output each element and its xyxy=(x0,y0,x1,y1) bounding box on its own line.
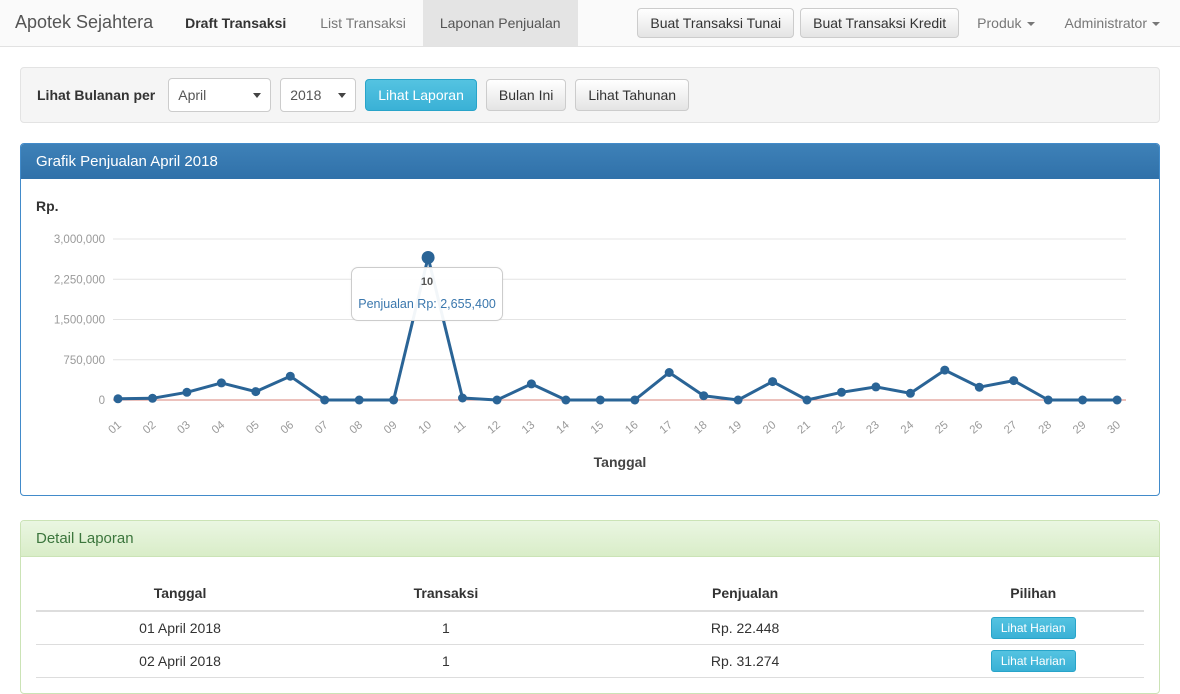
svg-text:20: 20 xyxy=(761,419,779,436)
col-header-pilihan: Pilihan xyxy=(922,576,1144,612)
cell-transaksi: 1 xyxy=(324,611,568,646)
svg-text:30: 30 xyxy=(1106,419,1124,436)
svg-text:16: 16 xyxy=(623,419,641,436)
administrator-dropdown[interactable]: Administrator xyxy=(1053,15,1172,31)
chart-panel-body: Rp. 0 750,000 1,500,000 2,250,000 3,000,000 0… xyxy=(21,179,1159,495)
x-axis-title: Tanggal xyxy=(593,454,647,470)
detail-report-panel: Detail Laporan Tanggal Transaksi Penjual… xyxy=(20,520,1160,694)
svg-text:19: 19 xyxy=(727,419,745,436)
svg-text:17: 17 xyxy=(658,419,676,436)
chart-canvas: 0 750,000 1,500,000 2,250,000 3,000,000 01 02 0… xyxy=(54,234,1126,437)
chevron-down-icon xyxy=(1152,22,1160,27)
svg-text:25: 25 xyxy=(933,419,951,436)
nav-item-draft-transaksi[interactable]: Draft Transaksi xyxy=(185,15,287,31)
detail-panel-body: Tanggal Transaksi Penjualan Pilihan 01 A… xyxy=(21,557,1159,693)
lihat-harian-button[interactable]: Lihat Harian xyxy=(990,617,1076,640)
cell-pilihan: Lihat Harian xyxy=(922,644,1144,679)
col-header-transaksi: Transaksi xyxy=(324,576,568,612)
svg-text:29: 29 xyxy=(1071,419,1089,436)
svg-text:07: 07 xyxy=(313,419,331,436)
svg-text:11: 11 xyxy=(452,419,469,436)
svg-text:04: 04 xyxy=(210,419,228,437)
cell-tanggal: 02 April 2018 xyxy=(36,644,325,679)
svg-text:18: 18 xyxy=(692,419,710,436)
cell-pilihan: Lihat Harian xyxy=(922,611,1144,646)
caret-down-icon xyxy=(253,92,262,98)
year-select[interactable]: 2018 xyxy=(280,78,357,112)
svg-text:1,500,000: 1,500,000 xyxy=(54,315,105,327)
filter-label: Lihat Bulanan per xyxy=(37,87,156,103)
svg-text:06: 06 xyxy=(279,419,297,436)
caret-down-icon xyxy=(338,92,347,98)
y-axis-unit-label: Rp. xyxy=(36,198,59,214)
detail-table: Tanggal Transaksi Penjualan Pilihan 01 A… xyxy=(36,576,1144,679)
buat-transaksi-kredit-button[interactable]: Buat Transaksi Kredit xyxy=(800,7,960,39)
col-header-tanggal: Tanggal xyxy=(36,576,325,612)
chart-panel-title: Grafik Penjualan April 2018 xyxy=(21,144,1159,179)
table-row: 01 April 2018 1 Rp. 22.448 Lihat Harian xyxy=(36,611,1144,646)
detail-panel-title: Detail Laporan xyxy=(21,521,1159,557)
svg-text:750,000: 750,000 xyxy=(63,355,105,367)
cell-penjualan: Rp. 31.274 xyxy=(567,644,923,679)
tooltip-title: 10 xyxy=(420,276,434,289)
svg-text:27: 27 xyxy=(1002,419,1020,436)
navbar: Apotek Sejahtera Draft Transaksi List Tr… xyxy=(0,0,1180,47)
svg-text:13: 13 xyxy=(520,419,538,436)
detail-table-body: 01 April 2018 1 Rp. 22.448 Lihat Harian 02 A… xyxy=(36,611,1144,679)
svg-text:08: 08 xyxy=(348,419,366,436)
sales-line-chart: 0 750,000 1,500,000 2,250,000 3,000,000 01 02 0… xyxy=(36,226,1144,439)
table-row: 02 April 2018 1 Rp. 31.274 Lihat Harian xyxy=(36,644,1144,679)
svg-text:24: 24 xyxy=(899,419,917,437)
svg-text:3,000,000: 3,000,000 xyxy=(54,234,105,246)
administrator-dropdown-label: Administrator xyxy=(1064,15,1147,31)
cell-tanggal: 01 April 2018 xyxy=(36,611,325,646)
svg-text:15: 15 xyxy=(589,419,607,436)
svg-text:23: 23 xyxy=(864,419,882,436)
month-select[interactable]: April xyxy=(168,78,272,112)
brand-link[interactable]: Apotek Sejahtera xyxy=(15,12,154,32)
lihat-laporan-button[interactable]: Lihat Laporan xyxy=(365,78,477,112)
svg-text:26: 26 xyxy=(968,419,986,436)
cell-transaksi: 1 xyxy=(324,644,568,679)
svg-text:28: 28 xyxy=(1037,419,1055,436)
svg-text:01: 01 xyxy=(106,419,124,436)
svg-text:02: 02 xyxy=(141,419,159,436)
svg-text:03: 03 xyxy=(175,419,193,436)
cell-penjualan: Rp. 22.448 xyxy=(567,611,923,646)
tooltip-value: Penjualan Rp: 2,655,400 xyxy=(358,297,496,312)
svg-text:0: 0 xyxy=(99,395,105,407)
sales-chart-panel: Grafik Penjualan April 2018 Rp. 0 750,000… xyxy=(20,143,1160,496)
buat-transaksi-tunai-button[interactable]: Buat Transaksi Tunai xyxy=(637,7,795,39)
year-select-value: 2018 xyxy=(290,87,322,103)
svg-text:12: 12 xyxy=(485,419,503,436)
col-header-penjualan: Penjualan xyxy=(567,576,923,612)
month-select-value: April xyxy=(178,87,207,103)
chevron-down-icon xyxy=(1026,22,1035,27)
filter-bar: Lihat Bulanan per April 2018 Lihat Lapor… xyxy=(20,67,1160,123)
svg-text:22: 22 xyxy=(830,419,848,436)
svg-text:05: 05 xyxy=(244,419,262,436)
nav-item-list-transaksi[interactable]: List Transaksi xyxy=(320,15,406,31)
chart-tooltip: 10 Penjualan Rp: 2,655,400 xyxy=(351,267,504,322)
navbar-right-cluster: Buat Transaksi Tunai Buat Transaksi Kred… xyxy=(637,0,1180,46)
svg-text:14: 14 xyxy=(554,419,572,437)
produk-dropdown-label: Produk xyxy=(977,15,1022,31)
lihat-harian-button[interactable]: Lihat Harian xyxy=(990,650,1076,673)
svg-text:2,250,000: 2,250,000 xyxy=(54,274,105,286)
lihat-tahunan-button[interactable]: Lihat Tahunan xyxy=(575,78,690,112)
produk-dropdown[interactable]: Produk xyxy=(965,15,1046,31)
nav-item-laporan-penjualan[interactable]: Laponan Penjualan xyxy=(422,0,578,46)
svg-text:21: 21 xyxy=(795,419,813,436)
svg-text:10: 10 xyxy=(417,419,435,436)
svg-text:09: 09 xyxy=(382,419,400,436)
bulan-ini-button[interactable]: Bulan Ini xyxy=(485,78,567,112)
